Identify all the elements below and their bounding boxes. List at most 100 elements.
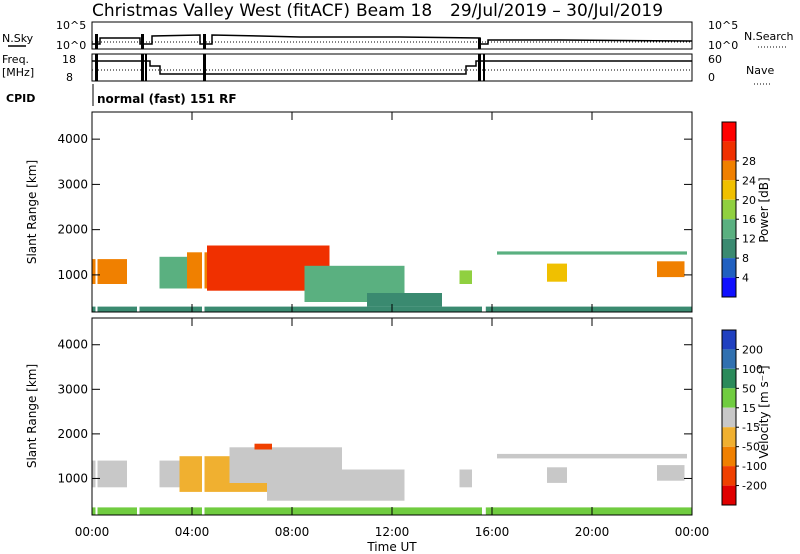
colorbar-swatch — [722, 122, 736, 142]
power-data-gap — [482, 112, 486, 312]
velocity-y-tick-label: 4000 — [57, 338, 88, 352]
colorbar-swatch — [722, 349, 736, 369]
colorbar-tick-label: -100 — [742, 460, 767, 473]
power-colorbar-label: Power [dB] — [757, 177, 771, 242]
velocity-heatmap-region — [459, 469, 472, 488]
colorbar-tick-label: 8 — [742, 252, 749, 265]
nsearch-bottom-tick: 10^0 — [708, 39, 738, 52]
velocity-y-tick-label: 2000 — [57, 427, 88, 441]
time-tick-label: 00:00 — [75, 525, 110, 539]
colorbar-tick-label: 200 — [742, 343, 763, 356]
colorbar-swatch — [722, 407, 736, 428]
colorbar-tick-label: -50 — [742, 441, 760, 454]
colorbar-frame — [721, 121, 737, 298]
colorbar-swatch — [722, 485, 736, 505]
colorbar-swatch — [722, 466, 736, 486]
velocity-data-gap — [202, 318, 205, 515]
colorbar-swatch — [722, 199, 736, 220]
colorbar-tick-label: 12 — [742, 233, 756, 246]
colorbar-tick-label: 16 — [742, 213, 756, 226]
freq-panel-frame — [91, 53, 693, 82]
velocity-colorbar-label: Velocity [m s⁻¹] — [757, 365, 771, 458]
nsky-panel-frame — [91, 21, 693, 50]
nave-bottom-tick: 0 — [708, 71, 715, 84]
colorbar-swatch — [722, 258, 736, 278]
power-heatmap-region — [159, 256, 187, 289]
colorbar-swatch — [722, 388, 736, 408]
colorbar-tick-label: 100 — [742, 363, 763, 376]
colorbar-swatch — [722, 446, 736, 467]
colorbar-swatch — [722, 180, 736, 200]
colorbar-swatch — [722, 219, 736, 239]
colorbar-swatch — [722, 368, 736, 389]
power-heatmap-region — [657, 261, 685, 278]
colorbar-swatch — [722, 427, 736, 447]
colorbar-swatch — [722, 160, 736, 181]
power-data-gap — [137, 112, 140, 312]
nsky-top-tick: 10^5 — [56, 19, 86, 32]
power-heatmap-region — [497, 251, 687, 255]
power-data-gap — [202, 112, 205, 312]
power-colorbar: 4 8 12 16 20 24 28 — [721, 121, 756, 298]
nsearch-top-tick: 10^5 — [708, 19, 738, 32]
colorbar-tick-label: 20 — [742, 194, 756, 207]
velocity-y-tick-label: 3000 — [57, 382, 88, 396]
velocity-data-gap — [137, 318, 140, 515]
velocity-y-axis: 1000 2000 3000 4000 — [57, 338, 692, 485]
velocity-heatmap-region — [497, 453, 687, 459]
nave-top-tick: 60 — [708, 53, 722, 66]
time-tick-label: 16:00 — [475, 525, 510, 539]
power-heatmap-region — [459, 270, 472, 284]
freq-top-tick: 18 — [62, 53, 76, 66]
velocity-heatmap-region — [254, 443, 272, 450]
power-y-axis-label: Slant Range [km] — [25, 160, 39, 264]
cpid-label: CPID — [6, 92, 35, 105]
power-y-axis: 1000 2000 3000 4000 — [57, 132, 692, 282]
velocity-data-gap — [95, 318, 98, 515]
data-gap-markers — [95, 34, 485, 81]
colorbar-tick-label: -15 — [742, 421, 760, 434]
colorbar-tick-label: 4 — [742, 272, 749, 285]
colorbar-frame — [721, 329, 737, 506]
power-y-tick-label: 1000 — [57, 268, 88, 282]
colorbar-tick-label: 50 — [742, 382, 756, 395]
nsearch-label: N.Search — [744, 30, 794, 43]
power-y-tick-label: 3000 — [57, 177, 88, 191]
time-axis-label: Time UT — [366, 540, 417, 554]
nsky-trace — [92, 34, 693, 45]
velocity-y-axis-label: Slant Range [km] — [25, 364, 39, 468]
nsky-label: N.Sky — [2, 32, 34, 45]
colorbar-swatch — [722, 330, 736, 350]
velocity-panel: 1000 2000 3000 4000 Slant Range [km] — [25, 317, 693, 516]
power-data-gap — [95, 112, 98, 312]
date-range: 29/Jul/2019 – 30/Jul/2019 — [450, 1, 663, 21]
velocity-data-gap — [482, 318, 486, 515]
colorbar-swatch — [722, 238, 736, 259]
colorbar-tick-label: 28 — [742, 155, 756, 168]
freq-label: Freq. — [2, 53, 29, 66]
cpid-value: normal (fast) 151 RF — [97, 92, 237, 106]
nave-label: Nave — [746, 64, 774, 77]
time-axis: 00:00 04:00 08:00 12:00 16:00 20:00 00:00 — [75, 112, 710, 539]
time-tick-label: 00:00 — [675, 525, 710, 539]
power-y-tick-label: 4000 — [57, 132, 88, 146]
colorbar-swatch — [722, 277, 736, 297]
power-heatmap-region — [367, 293, 442, 307]
time-tick-label: 04:00 — [175, 525, 210, 539]
power-heatmap-region — [92, 259, 127, 284]
velocity-heatmap-region — [547, 467, 567, 483]
colorbar-tick-label: 15 — [742, 402, 756, 415]
power-panel: 1000 2000 3000 4000 Slant Range [km] — [25, 111, 693, 313]
freq-trace — [92, 60, 692, 75]
freq-bottom-tick: 8 — [66, 71, 73, 84]
beam-label: Beam 18 — [356, 1, 432, 21]
freq-unit: [MHz] — [2, 66, 34, 79]
velocity-heatmap-region — [657, 465, 685, 481]
velocity-heatmap-region — [267, 469, 405, 501]
power-y-tick-label: 2000 — [57, 223, 88, 237]
colorbar-swatch — [722, 141, 736, 161]
colorbar-tick-label: 24 — [742, 174, 756, 187]
time-tick-label: 20:00 — [575, 525, 610, 539]
